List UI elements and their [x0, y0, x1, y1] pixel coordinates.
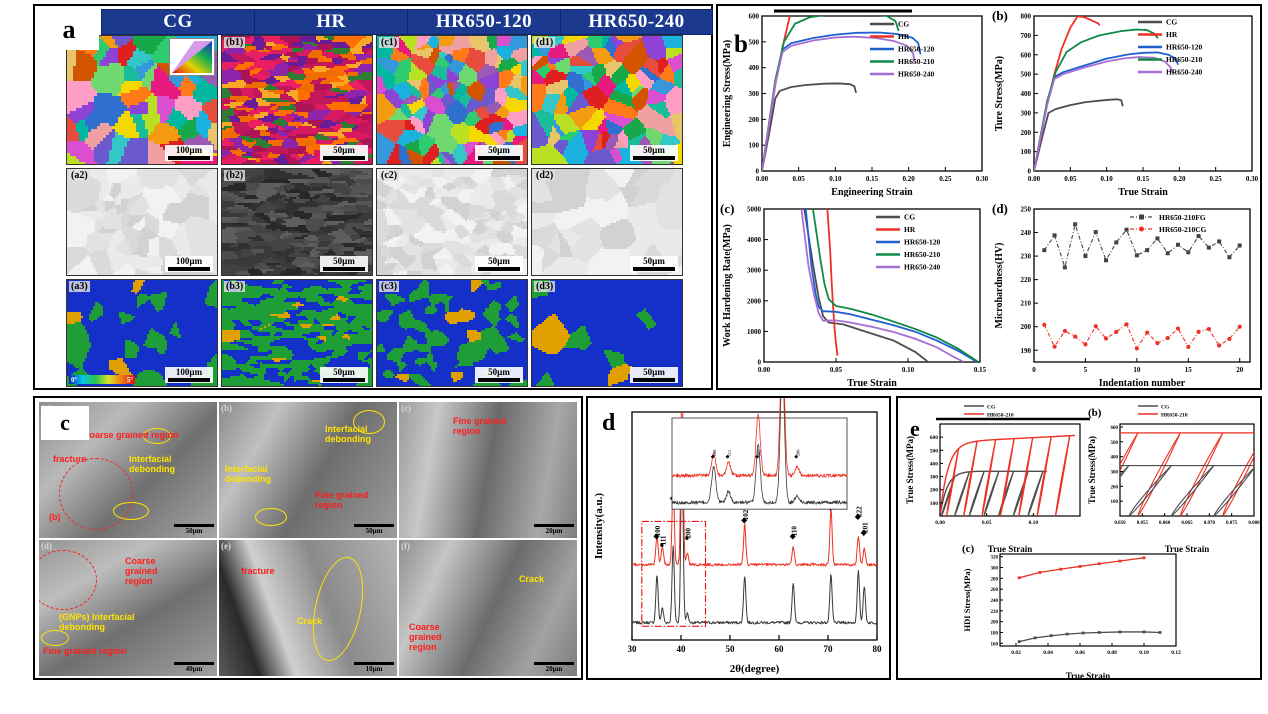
panel-c-letter: c [41, 406, 89, 440]
micrograph-label-b2: (b2) [224, 170, 246, 181]
panel-e-letter: e [910, 416, 920, 442]
scalebar-a1: 100µm [165, 145, 213, 161]
micrograph-label-a2: (a2) [69, 170, 90, 181]
ipf-color-key-icon [169, 38, 215, 76]
sem-caption-gnps-interfacial-debonding-d: (GNPs) Interfacial debonding [59, 612, 151, 632]
micrograph-label-d2: (d2) [534, 170, 556, 181]
micrograph-b1: (b1) 50µm [221, 35, 373, 165]
sem-tile-f: (f) Coarse grained region Crack 20µm [399, 540, 577, 676]
panel-d-letter: d [602, 410, 615, 437]
micrograph-label-d1: (d1) [534, 37, 556, 48]
micrograph-b2: (b2) 50µm [221, 168, 373, 276]
sem-caption-coarse-grained-region-f: Coarse grained region [409, 622, 453, 652]
sem-scalebar-b: 50µm [354, 524, 394, 535]
scalebar-b3: 50µm [320, 367, 368, 383]
sem-label-e: (e) [221, 541, 231, 551]
panel-a-microstructure: a CG HR HR650-120 HR650-240 (a1) 100µm (… [33, 4, 713, 390]
micrograph-d1: (d1) 50µm [531, 35, 683, 165]
sem-annotation-circle-red-d [39, 550, 97, 610]
sem-annotation-ellipse-yellow-a2 [113, 502, 149, 520]
scalebar-d1: 50µm [630, 145, 678, 161]
scalebar-b2: 50µm [320, 256, 368, 272]
micrograph-label-c3: (c3) [379, 281, 400, 292]
micrograph-a1: (a1) 100µm [66, 35, 218, 165]
micrograph-a3: (a3) 0° 5° 100µm [66, 279, 218, 387]
sem-caption-b-pointer-a: (b) [49, 512, 61, 522]
micrograph-a2: (a2) 100µm [66, 168, 218, 276]
scalebar-c2: 50µm [475, 256, 523, 272]
sem-annotation-ellipse-yellow-b1 [353, 410, 385, 434]
sem-scalebar-e: 10µm [354, 662, 394, 673]
sem-caption-fine-grained-region-b: Fine grained region [315, 490, 373, 510]
micrograph-c3: (c3) 50µm [376, 279, 528, 387]
panel-a-letter: a [39, 10, 99, 50]
sem-scalebar-f: 20µm [534, 662, 574, 673]
sem-caption-interfacial-debonding-b1: Interfacial debonding [225, 464, 285, 484]
column-header-cg: CG [101, 9, 255, 35]
micrograph-label-c1: (c1) [379, 37, 400, 48]
sem-label-f: (f) [401, 541, 410, 551]
sem-caption-crack-e: Crack [297, 616, 322, 626]
sem-caption-fracture-a: fracture [53, 454, 87, 464]
micrograph-c1: (c1) 50µm [376, 35, 528, 165]
micrograph-label-a3: (a3) [69, 281, 90, 292]
sem-caption-crack-f: Crack [519, 574, 544, 584]
panel-a-column-headers: CG HR HR650-120 HR650-240 [35, 6, 713, 35]
sem-label-b: (b) [221, 403, 232, 413]
sem-scalebar-c: 20µm [534, 524, 574, 535]
sem-tile-c: (c) Fine grained region 20µm [399, 402, 577, 538]
sem-annotation-circle-red-a [59, 458, 133, 530]
sem-tile-e: (e) fracture Crack 10µm [219, 540, 397, 676]
sem-tile-b: (b) Fine grained region Interfacial debo… [219, 402, 397, 538]
column-header-hr650-240: HR650-240 [560, 9, 713, 35]
panel-e-loading-unloading: e 0.00 0.05 0.10 100 200 300 400 500 600 True Str… [896, 396, 1262, 680]
scalebar-a3: 100µm [165, 367, 213, 383]
sem-caption-interfacial-debonding-a: Interfacial debonding [129, 454, 205, 474]
micrograph-label-c2: (c2) [379, 170, 400, 181]
column-header-hr650-120: HR650-120 [407, 9, 561, 35]
sem-annotation-ellipse-yellow-b2 [255, 508, 287, 526]
chart-true-stress-strain: 0.00 0.05 0.10 0.15 0.20 0.25 0.30 0 100 200 300 40… [990, 6, 1260, 197]
sem-caption-fine-grained-region-d: Fine grained region [43, 646, 133, 656]
chart-microhardness: 0 5 10 15 20 190 200 210 220 230 240 250 Indentation… [990, 197, 1260, 388]
micrograph-label-b1: (b1) [224, 37, 246, 48]
sem-annotation-ellipse-yellow-d [41, 630, 69, 646]
sem-caption-coarse-grained-region-d: Coarse grained region [125, 556, 187, 586]
sem-caption-fracture-e: fracture [241, 566, 275, 576]
chart-work-hardening-rate: 0.00 0.05 0.10 0.15 0 1000 2000 3000 4000 5000 Tru… [718, 197, 990, 388]
sem-scalebar-a: 50µm [174, 524, 214, 535]
chart-engineering-stress-strain: 0.00 0.05 0.10 0.15 0.20 0.25 0.30 0 100 200 300 40… [718, 6, 990, 197]
sem-annotation-ellipse-yellow-a1 [143, 428, 171, 444]
micrograph-d2: (d2) 50µm [531, 168, 683, 276]
micrograph-c2: (c2) 50µm [376, 168, 528, 276]
sem-caption-coarse-grained-region-a: Coarse grained region [83, 430, 179, 440]
scalebar-d3: 50µm [630, 367, 678, 383]
scalebar-b1: 50µm [320, 145, 368, 161]
scalebar-c3: 50µm [475, 367, 523, 383]
sem-scalebar-d: 40µm [174, 662, 214, 673]
micrograph-label-b3: (b3) [224, 281, 246, 292]
sem-label-c: (c) [401, 403, 411, 413]
column-header-hr: HR [254, 9, 408, 35]
kam-min-label: 0° [69, 376, 79, 384]
micrograph-label-d3: (d3) [534, 281, 556, 292]
micrograph-b3: (b3) 50µm [221, 279, 373, 387]
panel-c-fractography: c (a) Coarse grained region fracture (b)… [33, 396, 583, 680]
scalebar-d2: 50µm [630, 256, 678, 272]
micrograph-d3: (d3) 50µm [531, 279, 683, 387]
kam-color-scale: 0° 5° [69, 375, 135, 384]
kam-max-label: 5° [125, 376, 135, 384]
panel-d-xrd: d 100◆111●002◆101◆200●102◆110◆103◆222◆20… [586, 396, 891, 680]
sem-annotation-ellipse-yellow-e [304, 552, 372, 666]
scalebar-c1: 50µm [475, 145, 523, 161]
scalebar-a2: 100µm [165, 256, 213, 272]
sem-tile-d: (d) Coarse grained region Fine grained r… [39, 540, 217, 676]
sem-caption-fine-grained-region-c: Fine grained region [453, 416, 519, 436]
sem-label-d: (d) [41, 541, 52, 551]
sem-caption-interfacial-debonding-b2: Interfacial debonding [325, 424, 385, 444]
